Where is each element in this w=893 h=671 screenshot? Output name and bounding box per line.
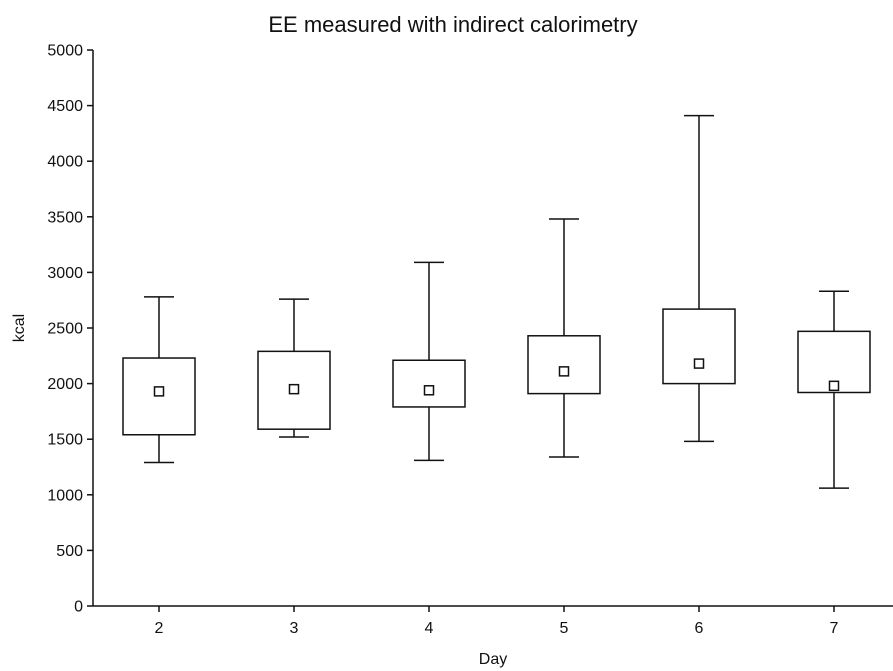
center-marker	[558, 366, 570, 377]
y-tick-label: 2500	[47, 321, 83, 338]
y-tick-label: 3500	[47, 209, 83, 226]
y-tick-label: 4000	[47, 154, 83, 171]
y-tick-label: 4500	[47, 98, 83, 115]
center-marker	[288, 383, 300, 395]
y-tick-label: 500	[56, 543, 83, 560]
box	[392, 359, 466, 408]
box-plot-day-5	[527, 218, 601, 458]
center-marker	[423, 385, 435, 396]
x-tick-label: 3	[290, 620, 299, 637]
box-plot-day-6	[662, 114, 736, 443]
x-axis-title: Day	[479, 651, 507, 668]
y-tick-label: 1000	[47, 487, 83, 504]
box	[527, 335, 601, 395]
axes	[92, 50, 893, 607]
center-marker	[153, 386, 165, 397]
box-plot-day-7	[797, 290, 871, 489]
chart-title: EE measured with indirect calorimetry	[268, 12, 637, 37]
box-plot-day-4	[392, 261, 466, 462]
y-tick-label: 2000	[47, 376, 83, 393]
y-tick-label: 0	[74, 599, 83, 616]
center-marker	[828, 380, 840, 392]
box-plot-day-2	[122, 296, 196, 464]
box-plots	[122, 114, 871, 489]
x-tick-label: 5	[560, 620, 569, 637]
x-tick-label: 6	[695, 620, 704, 637]
box-plot-day-3	[257, 298, 331, 438]
y-axis-title: kcal	[11, 314, 28, 342]
x-tick-label: 7	[830, 620, 839, 637]
y-tick-label: 3000	[47, 265, 83, 282]
center-marker	[693, 358, 705, 369]
box	[662, 308, 736, 385]
x-axis-ticks: 2 3 4 5 6 7	[155, 606, 839, 637]
x-tick-label: 4	[425, 620, 434, 637]
x-tick-label: 2	[155, 620, 164, 637]
y-axis-ticks: 0 500 1000 1500 2000 2500 3000 3500 4000 4500 5000	[47, 43, 93, 616]
y-tick-label: 5000	[47, 43, 83, 60]
y-tick-label: 1500	[47, 432, 83, 449]
